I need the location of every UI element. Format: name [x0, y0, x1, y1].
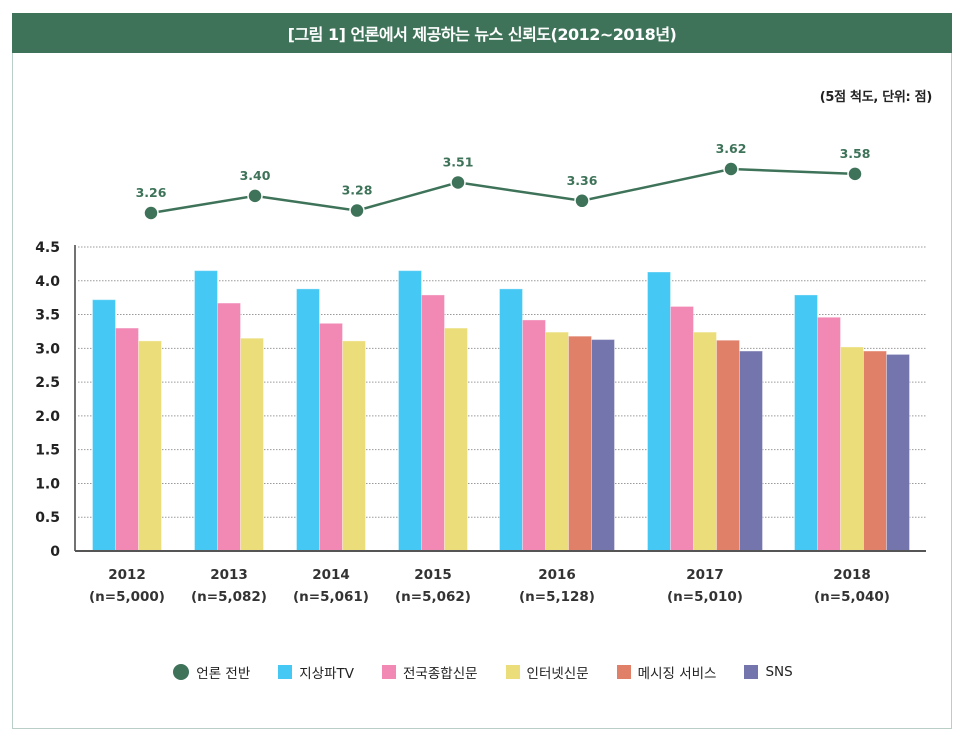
bar-newspaper: [217, 302, 241, 552]
x-tick-sublabel: (n=5,061): [293, 589, 369, 605]
legend-label: 메시징 서비스: [637, 666, 717, 682]
bar-internet: [138, 340, 162, 552]
legend-square-swatch: [505, 665, 520, 679]
x-tick-sublabel: (n=5,128): [519, 589, 595, 605]
bar-messaging: [863, 350, 887, 552]
legend-item: 메시징 서비스: [616, 662, 717, 682]
bar-sns: [739, 350, 763, 552]
legend-square-swatch: [616, 665, 631, 679]
bar-tv: [92, 299, 116, 552]
legend-item: 인터넷신문: [505, 662, 589, 682]
y-tick-label: 3.5: [35, 308, 60, 324]
bar-tv: [647, 271, 671, 552]
bar-internet: [342, 340, 366, 552]
x-tick-label: 2018: [833, 567, 871, 583]
y-tick-label: 1.0: [35, 476, 60, 492]
axes: [74, 245, 926, 552]
bar-messaging: [568, 335, 592, 552]
y-axis-ticks: 0 0.5 1.0 1.5 2.0 2.5 3.0 3.5 4.0 4.5: [35, 240, 60, 560]
overall-trust-point: [723, 161, 739, 177]
bars: [92, 270, 910, 552]
bar-newspaper: [319, 322, 343, 552]
y-tick-label: 1.5: [35, 443, 60, 459]
bar-newspaper: [817, 316, 841, 552]
overall-trust-label: 3.62: [716, 141, 747, 156]
bar-internet: [693, 331, 717, 552]
legend-label: 전국종합신문: [403, 666, 478, 682]
legend-item: 지상파TV: [278, 662, 354, 682]
legend-item: 언론 전반: [173, 662, 250, 682]
bar-messaging: [716, 339, 740, 552]
overall-trust-point: [247, 188, 263, 204]
legend-label: 인터넷신문: [526, 666, 589, 682]
legend-item: 전국종합신문: [382, 662, 478, 682]
overall-trust-point: [574, 193, 590, 209]
overall-trust-label: 3.26: [136, 185, 167, 200]
overall-trust-label: 3.58: [840, 146, 871, 161]
y-tick-label: 2.0: [35, 409, 60, 425]
legend-label: 지상파TV: [299, 666, 355, 682]
x-tick-label: 2017: [686, 567, 724, 583]
bar-newspaper: [670, 305, 694, 552]
bar-sns: [886, 353, 910, 552]
x-axis-labels: 2012 (n=5,000) 2013 (n=5,082) 2014 (n=5,061) 2…: [89, 567, 890, 605]
bar-internet: [840, 346, 864, 552]
y-tick-label: 0.5: [35, 510, 60, 526]
y-tick-label: 2.5: [35, 375, 60, 391]
bar-newspaper: [421, 294, 445, 552]
legend-item: SNS: [744, 664, 793, 680]
legend-label: SNS: [765, 664, 793, 680]
legend-square-swatch: [744, 665, 759, 679]
x-tick-sublabel: (n=5,062): [395, 589, 471, 605]
x-tick-label: 2012: [108, 567, 146, 583]
legend-square-swatch: [278, 665, 293, 679]
bar-internet: [545, 331, 569, 552]
x-tick-sublabel: (n=5,010): [667, 589, 743, 605]
legend: 언론 전반 지상파TV 전국종합신문 인터넷신문 메시징 서비스 SNS: [0, 662, 966, 682]
x-tick-sublabel: (n=5,082): [191, 589, 267, 605]
bar-internet: [240, 337, 264, 552]
x-tick-sublabel: (n=5,000): [89, 589, 165, 605]
bar-tv: [794, 294, 818, 552]
overall-trust-label: 3.51: [443, 154, 474, 169]
bar-internet: [444, 327, 468, 552]
x-tick-label: 2016: [538, 567, 576, 583]
unit-note: (5점 척도, 단위: 점): [819, 90, 933, 105]
x-tick-label: 2015: [414, 567, 452, 583]
overall-trust-point: [349, 202, 365, 219]
bar-tv: [398, 270, 422, 552]
x-tick-label: 2014: [312, 567, 350, 583]
overall-trust-point: [450, 174, 466, 191]
overall-trust-point: [847, 166, 863, 182]
legend-square-swatch: [382, 665, 397, 679]
overall-trust-label: 3.28: [342, 183, 373, 198]
bar-newspaper: [115, 327, 139, 552]
bar-tv: [296, 288, 320, 552]
y-tick-label: 3.0: [35, 341, 60, 357]
overall-trust-label: 3.40: [240, 168, 271, 183]
chart-title: [그림 1] 언론에서 제공하는 뉴스 신뢰도(2012~2018년): [12, 13, 952, 53]
bar-sns: [591, 339, 615, 552]
legend-label: 언론 전반: [196, 666, 251, 682]
legend-circle-marker: [173, 664, 190, 680]
bar-tv: [499, 288, 523, 552]
overall-trust-label: 3.36: [567, 173, 598, 188]
bar-newspaper: [522, 319, 546, 552]
bar-tv: [194, 270, 218, 552]
x-tick-label: 2013: [210, 567, 248, 583]
y-tick-label: 4.5: [35, 240, 60, 256]
y-tick-label: 0: [50, 544, 60, 560]
y-tick-label: 4.0: [35, 274, 60, 290]
x-tick-sublabel: (n=5,040): [814, 589, 890, 605]
overall-trust-point: [143, 205, 159, 221]
overall-trust-line: 3.26 3.40 3.28 3.51 3.36 3.62 3.58: [136, 141, 871, 221]
